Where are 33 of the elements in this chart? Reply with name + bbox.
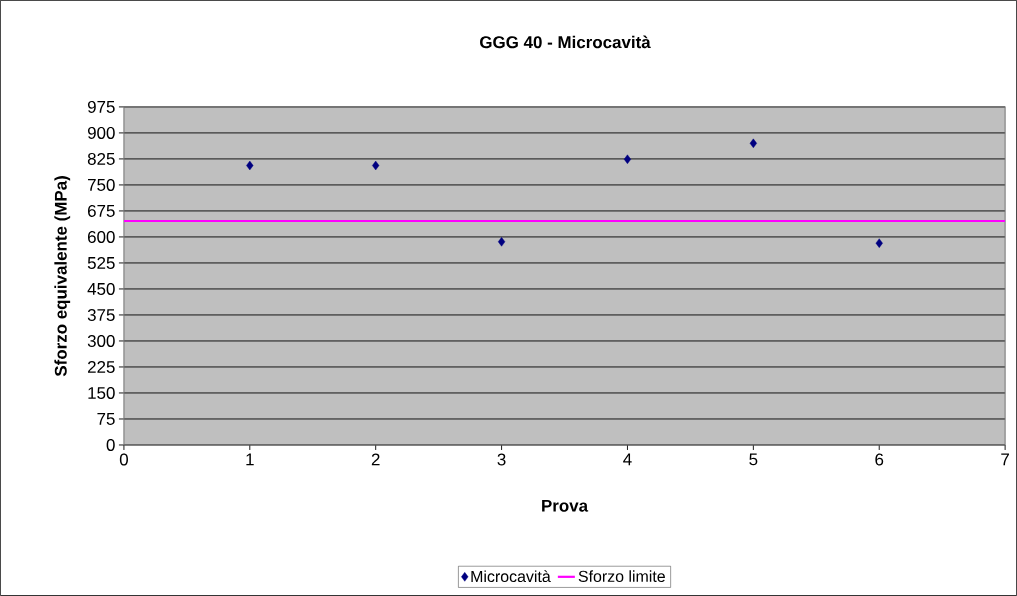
x-tick-label: 5: [749, 453, 758, 466]
y-tick-label: 75: [97, 413, 115, 425]
point: [372, 160, 380, 171]
y-tick-label: 0: [106, 439, 115, 452]
legend-label: Microcavità: [471, 570, 551, 583]
y-tick-label: 525: [87, 256, 115, 269]
point: [623, 154, 632, 165]
x-tick-label: 3: [497, 453, 506, 466]
x-axis-title: Prova: [542, 499, 589, 512]
point: [246, 160, 254, 171]
x-tick-label: 0: [119, 453, 128, 466]
y-tick-label: 675: [88, 204, 115, 217]
x-tick-label: 2: [371, 453, 380, 466]
y-tick-label: 375: [87, 309, 115, 321]
y-tick-label: 750: [88, 178, 115, 191]
y-tick-label: 450: [87, 282, 115, 295]
y-tick-label: 600: [88, 230, 115, 243]
y-tick-label: 225: [88, 361, 115, 374]
chart-title: GGG 40 - Microcavità: [480, 35, 651, 49]
y-tick-label: 825: [87, 152, 115, 165]
x-tick-label: 6: [875, 453, 884, 466]
point: [875, 238, 883, 248]
x-tick-label: 4: [623, 453, 632, 466]
y-tick-label: 150: [88, 387, 115, 400]
x-tick-label: 1: [246, 453, 254, 466]
y-tick-label: 900: [87, 126, 115, 139]
point: [749, 138, 757, 149]
x-tick-label: 7: [1001, 453, 1009, 466]
point: [498, 237, 506, 247]
y-tick-label: 975: [87, 100, 115, 113]
legend-label: Sforzo limite: [578, 570, 665, 583]
y-axis-title: Sforzo equivalente (MPa): [54, 176, 71, 377]
y-tick-label: 300: [87, 335, 115, 348]
